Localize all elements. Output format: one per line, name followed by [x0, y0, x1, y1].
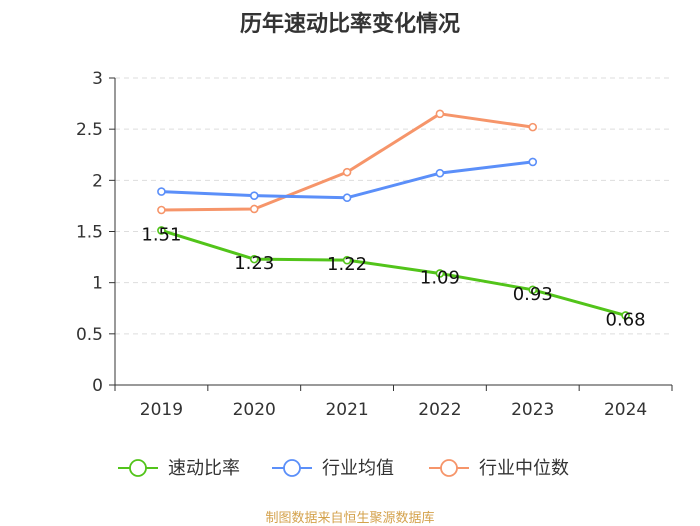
y-tick-label: 0.5	[76, 325, 103, 345]
legend-item[interactable]: 速动比率	[118, 458, 240, 479]
data-point	[249, 191, 259, 200]
data-point	[435, 109, 445, 119]
legend-marker	[440, 459, 458, 477]
data-label: 1.23	[234, 253, 274, 274]
chart-title: 历年速动比率变化情况	[239, 12, 460, 37]
series-line	[160, 229, 626, 317]
y-tick-label: 3	[92, 69, 103, 89]
data-point	[249, 204, 259, 214]
x-tick-label: 2021	[325, 400, 368, 420]
data-point	[157, 226, 166, 235]
legend-marker	[129, 459, 147, 477]
data-point	[342, 193, 352, 203]
grid-lines	[115, 77, 672, 335]
data-point	[249, 254, 259, 264]
data-point	[342, 167, 352, 177]
data-label: 1.09	[420, 267, 460, 288]
source-note: 制图数据来自恒生聚源数据库	[265, 511, 435, 526]
x-tick-label: 2024	[604, 400, 647, 420]
axes: 0 0.5 1 1.5 2 2.5 3 2019 2020 2021 2022 2023 2024	[76, 69, 673, 420]
legend-label: 速动比率	[168, 458, 240, 479]
y-tick-label: 2.5	[76, 120, 103, 140]
legend-label: 行业中位数	[479, 458, 569, 479]
legend-item[interactable]: 行业均值	[272, 458, 394, 479]
x-tick-label: 2023	[511, 400, 554, 420]
data-point	[157, 205, 166, 215]
data-label: 0.68	[606, 309, 646, 330]
data-point	[157, 187, 166, 196]
data-point	[435, 269, 445, 278]
y-tick-label: 1	[92, 274, 103, 294]
data-label: 0.93	[513, 284, 553, 305]
legend[interactable]: 速动比率 行业均值 行业中位数	[118, 458, 569, 479]
data-labels: 1.51 1.23 1.22 1.09 0.93 0.68	[141, 224, 645, 330]
x-tick-label: 2019	[140, 400, 183, 420]
data-point	[435, 168, 445, 178]
x-tick-label: 2022	[418, 400, 461, 420]
y-tick-label: 0	[92, 376, 103, 396]
y-tick-label: 2	[92, 171, 103, 191]
series	[157, 109, 630, 320]
legend-item[interactable]: 行业中位数	[429, 458, 569, 479]
y-tick-label: 1.5	[76, 223, 103, 243]
x-tick-label: 2020	[233, 400, 276, 420]
series-line	[161, 160, 533, 200]
data-point	[621, 311, 630, 320]
data-point	[528, 157, 538, 167]
data-label: 1.51	[141, 224, 181, 245]
data-label: 1.22	[327, 254, 367, 275]
data-point	[342, 255, 352, 265]
legend-marker	[283, 459, 301, 477]
data-point	[528, 285, 538, 295]
legend-label: 行业均值	[322, 458, 394, 479]
data-point	[528, 122, 538, 132]
